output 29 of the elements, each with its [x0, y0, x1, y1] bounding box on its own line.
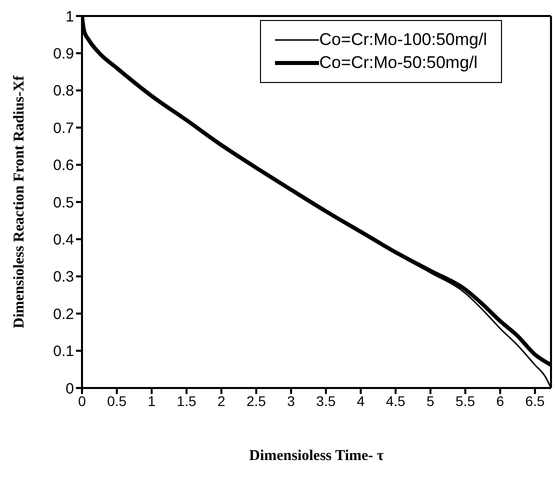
legend-label: Co=Cr:Mo-50:50mg/l [319, 53, 478, 73]
x-tick-label: 5 [426, 392, 435, 409]
y-tick-label: 0.8 [53, 82, 74, 100]
x-tick-label: 5.5 [456, 392, 476, 409]
x-tick-label: 2.5 [246, 392, 266, 409]
x-tick-label: 0 [78, 392, 86, 409]
x-tick-label: 1 [148, 392, 156, 409]
y-tick-label: 1 [66, 8, 74, 26]
x-tick-label: 4 [356, 392, 365, 409]
x-tick-label: 3.5 [316, 392, 336, 409]
y-tick-label: 0.1 [53, 343, 74, 360]
y-tick-label: 0.4 [53, 232, 74, 249]
x-tick-label: 6.5 [525, 392, 545, 409]
y-tick-label: 0.5 [53, 194, 74, 212]
x-axis-title: Dimensioless Time- τ [249, 448, 384, 464]
y-tick-label: 0.2 [53, 306, 74, 323]
y-tick-label: 0 [66, 380, 74, 398]
y-tick-label: 0.3 [53, 268, 74, 286]
x-tick-label: 4.5 [386, 392, 406, 409]
x-tick-label: 1.5 [176, 392, 196, 409]
y-tick-label: 0.6 [53, 157, 74, 174]
x-tick-label: 0.5 [107, 392, 127, 409]
y-tick-label: 0.7 [53, 120, 74, 137]
legend-label: Co=Cr:Mo-100:50mg/l [319, 30, 487, 50]
x-tick-label: 2 [217, 392, 226, 409]
x-tick-label: 3 [287, 392, 296, 409]
y-tick-label: 0.9 [53, 46, 74, 63]
y-axis-title: Dimensioless Reaction Front Radius-Xf [11, 74, 28, 328]
x-tick-label: 6 [496, 392, 504, 409]
